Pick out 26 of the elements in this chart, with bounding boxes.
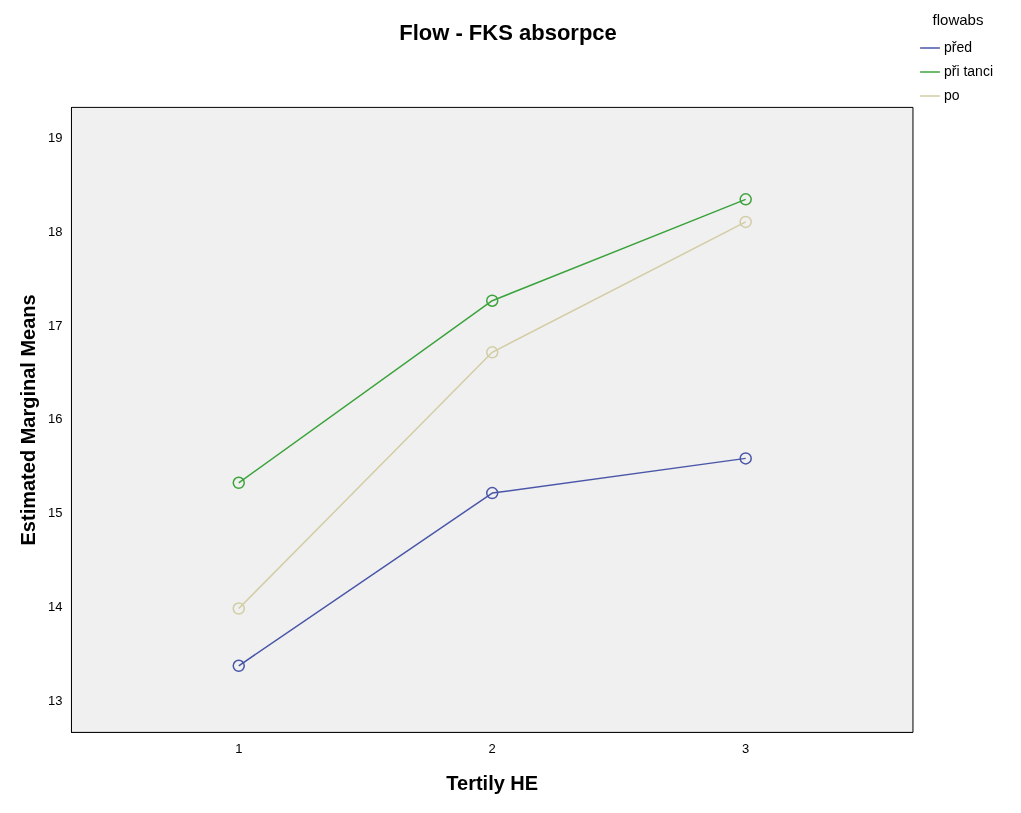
x-tick-label: 1 <box>235 740 243 756</box>
point <box>485 486 499 500</box>
legend-label: před <box>943 38 973 55</box>
legend-label: při tanci <box>943 62 994 79</box>
point <box>485 294 499 307</box>
point <box>232 602 245 615</box>
point <box>232 659 245 673</box>
y-tick-label: 16 <box>47 411 63 427</box>
point <box>232 476 245 490</box>
point <box>739 452 752 465</box>
point <box>485 346 499 359</box>
y-tick-label: 17 <box>47 317 63 333</box>
legend-title: flowabs <box>932 10 984 28</box>
y-tick-label: 15 <box>47 505 63 521</box>
x-axis-title: Tertily HE <box>446 771 539 794</box>
y-tick-label: 14 <box>47 599 63 615</box>
y-tick-label: 13 <box>47 693 63 709</box>
y-axis-title: Estimated Marginal Means <box>16 294 39 546</box>
chart-title: Flow - FKS absorpce <box>399 20 617 46</box>
y-tick-label: 19 <box>47 129 63 145</box>
x-tick-label: 3 <box>742 740 750 756</box>
x-tick-label: 2 <box>488 740 496 756</box>
point <box>739 193 752 206</box>
legend-label: po <box>943 86 960 103</box>
y-tick-label: 18 <box>47 223 63 239</box>
point <box>739 215 752 229</box>
